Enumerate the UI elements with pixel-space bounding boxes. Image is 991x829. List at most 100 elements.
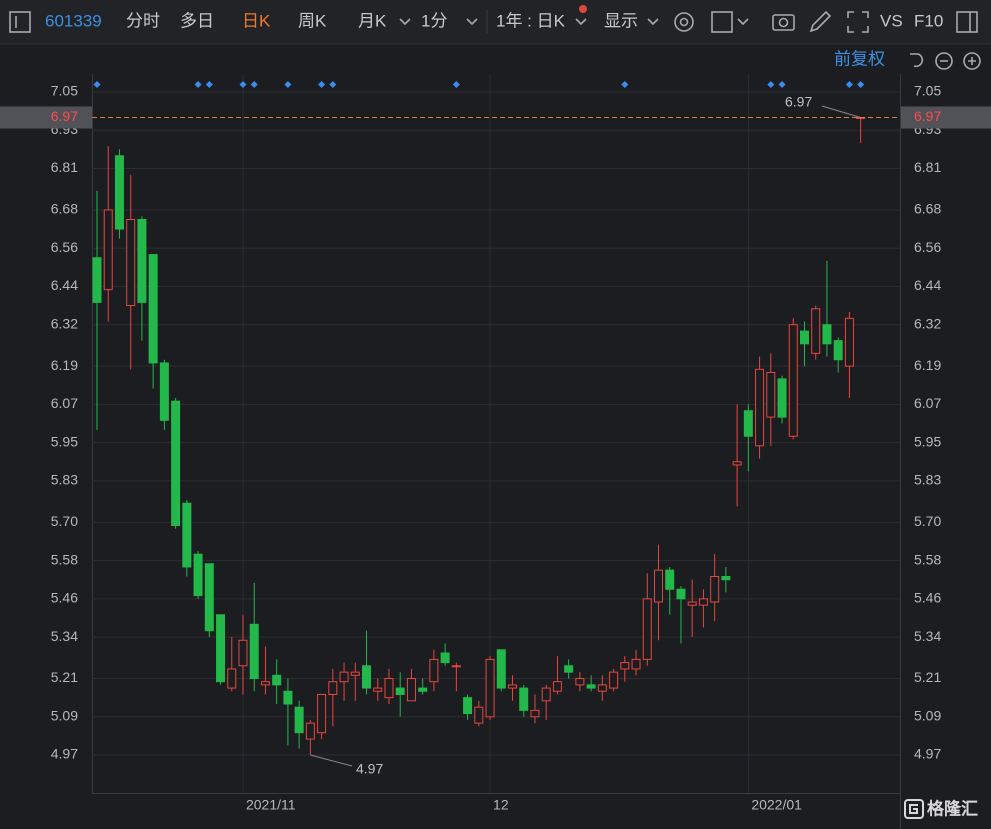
event-marker: [857, 81, 865, 88]
range-select[interactable]: 1年 : 日K: [496, 11, 566, 30]
y-tick-label: 6.19: [51, 357, 78, 373]
candle-body: [305, 722, 315, 740]
candle-body: [575, 678, 585, 686]
candle-body: [395, 687, 405, 695]
event-marker: [205, 81, 213, 88]
settings-icon[interactable]: [674, 12, 694, 32]
y-tick-label: 5.83: [51, 472, 78, 488]
candle-body: [564, 665, 574, 673]
pencil-icon[interactable]: [809, 10, 832, 33]
event-marker: [452, 81, 460, 88]
candle-body: [833, 340, 843, 361]
y-tick-label: 4.97: [51, 746, 78, 762]
event-marker: [621, 81, 629, 88]
x-tick-label: 12: [493, 797, 509, 813]
y-tick-label-right: 5.46: [914, 590, 941, 606]
candle-body: [597, 684, 607, 692]
y-tick-label-right: 6.07: [914, 395, 941, 411]
event-marker: [778, 81, 786, 88]
candle-body: [294, 706, 304, 734]
candle-body: [171, 400, 181, 526]
tab-active[interactable]: 日K: [242, 11, 271, 30]
candle-body: [126, 219, 136, 307]
y-tick-label: 6.81: [51, 159, 78, 175]
toolbar: [0, 0, 991, 44]
tab[interactable]: 分时: [126, 11, 160, 30]
y-tick-label-right: 5.58: [914, 551, 941, 567]
candle-body: [373, 687, 383, 692]
zoom-in-icon[interactable]: [963, 52, 981, 70]
tab[interactable]: 多日: [180, 11, 214, 30]
candle-body: [339, 671, 349, 683]
x-tick-label: 2022/01: [751, 797, 802, 813]
tab[interactable]: 月K: [358, 11, 387, 30]
event-marker: [194, 81, 202, 88]
candle-body: [586, 684, 596, 689]
undo-icon[interactable]: [910, 53, 924, 68]
candle-body: [193, 553, 203, 597]
y-tick-label-right: 6.44: [914, 277, 941, 293]
adjust-mode[interactable]: 前复权: [834, 49, 885, 68]
candle-body: [620, 662, 630, 670]
camera-lens: [778, 17, 789, 28]
y-tick-label-right: 6.32: [914, 315, 941, 331]
stock-code[interactable]: 601339: [45, 11, 102, 30]
expand-icon[interactable]: [847, 11, 869, 33]
y-tick-label: 5.21: [51, 669, 78, 685]
candle-body: [732, 461, 742, 466]
tab[interactable]: 周K: [298, 11, 327, 30]
candle-body: [609, 671, 619, 689]
vs-button[interactable]: VS: [880, 11, 903, 30]
candle-body: [328, 681, 338, 695]
candle-body: [485, 658, 495, 718]
event-marker: [845, 81, 853, 88]
candle-body: [384, 678, 394, 699]
candle-body: [508, 684, 518, 689]
candle-body: [530, 709, 540, 718]
y-tick-label-right: 5.70: [914, 513, 941, 529]
y-tick-label: 5.58: [51, 551, 78, 567]
f10-button[interactable]: F10: [914, 11, 943, 30]
checkbox-icon[interactable]: [711, 11, 733, 33]
candle-body: [92, 257, 102, 303]
y-tick-label-right: 5.34: [914, 628, 941, 644]
candle-body: [698, 598, 708, 606]
chevron: [575, 18, 587, 26]
event-marker: [318, 81, 326, 88]
candle-body: [822, 324, 832, 345]
candle-body: [541, 687, 551, 702]
tab[interactable]: 1分: [421, 11, 447, 30]
sidebar-toggle[interactable]: [9, 11, 31, 33]
x-tick-label: 2021/11: [246, 797, 296, 813]
low-annotation-line: [310, 754, 353, 767]
candle-body: [811, 308, 821, 354]
candle-body: [755, 368, 765, 447]
candle-body: [103, 209, 113, 291]
y-tick-label: 6.68: [51, 201, 78, 217]
y-tick-label-right: 4.97: [914, 746, 941, 762]
price-label-right: 6.97: [914, 108, 941, 124]
panel-icon[interactable]: [956, 11, 978, 33]
candle-body: [406, 678, 416, 702]
price-label-box: [0, 106, 92, 129]
event-marker: [767, 81, 775, 88]
camera-icon[interactable]: [772, 14, 795, 31]
candle-body: [710, 576, 720, 603]
candle-body: [114, 155, 124, 230]
candle-body: [272, 674, 282, 686]
candle-body: [260, 681, 270, 686]
y-tick-label-right: 7.05: [914, 83, 941, 99]
y-tick-label: 5.46: [51, 590, 78, 606]
y-tick-label: 6.32: [51, 315, 78, 331]
candle-body: [519, 687, 529, 711]
candle-body: [552, 681, 562, 692]
candle-body: [148, 254, 158, 364]
display-select[interactable]: 显示: [604, 11, 638, 30]
notice-dot: [579, 5, 587, 13]
candle-body: [788, 324, 798, 437]
candle-body: [362, 665, 372, 689]
zoom-out-icon[interactable]: [935, 52, 953, 70]
watermark-logo: [904, 799, 924, 819]
